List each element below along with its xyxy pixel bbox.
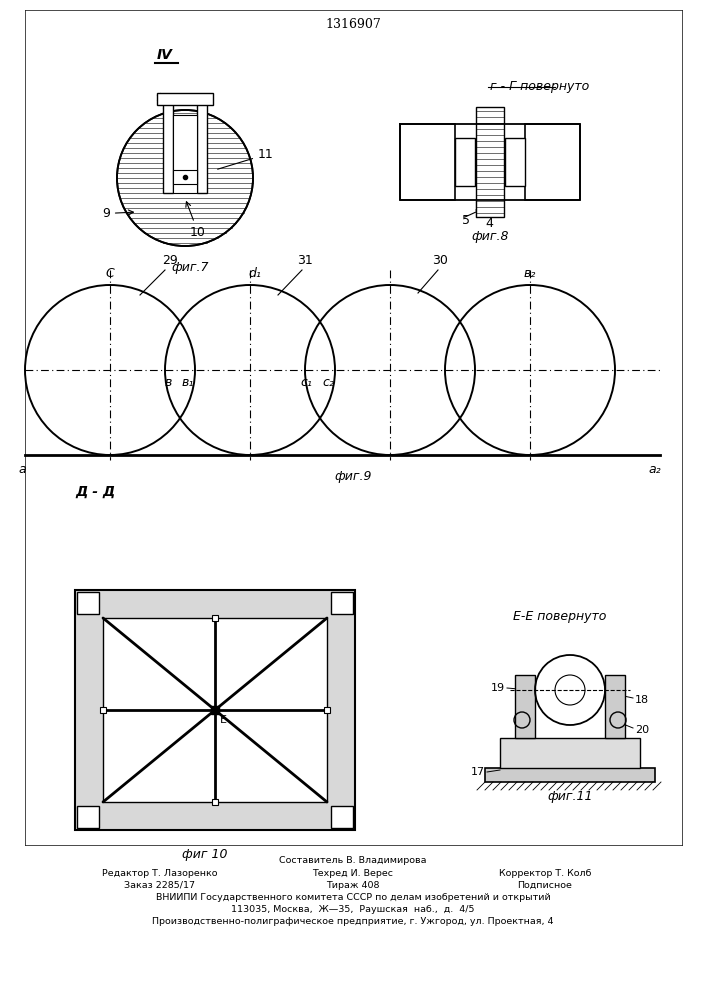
- Text: Подписное: Подписное: [518, 881, 573, 890]
- Text: C: C: [105, 267, 115, 280]
- Bar: [605, 675, 625, 738]
- Text: Корректор Т. Колб: Корректор Т. Колб: [499, 869, 591, 878]
- Text: 17: 17: [471, 767, 485, 777]
- Text: Заказ 2285/17: Заказ 2285/17: [124, 881, 196, 890]
- Text: г - Г повернуто: г - Г повернуто: [490, 80, 589, 93]
- Text: 10: 10: [186, 202, 206, 239]
- Bar: [163, 103, 173, 193]
- Text: 19: 19: [491, 683, 505, 693]
- Bar: [197, 103, 207, 193]
- Text: фиг.11: фиг.11: [547, 790, 592, 803]
- Text: Редактор Т. Лазоренко: Редактор Т. Лазоренко: [103, 869, 218, 878]
- Bar: [505, 138, 525, 186]
- Text: 113035, Москва,  Ж—35,  Раушская  наб.,  д.  4/5: 113035, Москва, Ж—35, Раушская наб., д. …: [231, 905, 474, 914]
- Bar: [173, 115, 197, 193]
- Text: a₂: a₂: [649, 463, 661, 476]
- Text: 18: 18: [635, 695, 649, 705]
- Text: IV: IV: [157, 48, 173, 62]
- Text: фиг.7: фиг.7: [171, 261, 209, 274]
- Text: Д - Д: Д - Д: [75, 485, 115, 499]
- Bar: [103, 618, 327, 802]
- Bar: [331, 806, 353, 828]
- Text: ВНИИПИ Государственного комитета СССР по делам изобретений и открытий: ВНИИПИ Государственного комитета СССР по…: [156, 893, 550, 902]
- Bar: [75, 590, 355, 830]
- Text: Составитель В. Владимирова: Составитель В. Владимирова: [279, 856, 427, 865]
- Bar: [157, 93, 213, 105]
- Text: 5: 5: [462, 214, 470, 227]
- Text: фиг.8: фиг.8: [472, 230, 509, 243]
- Text: Е-Е повернуто: Е-Е повернуто: [513, 610, 607, 623]
- Text: фиг.9: фиг.9: [334, 470, 372, 483]
- Text: Производственно-полиграфическое предприятие, г. Ужгород, ул. Проектная, 4: Производственно-полиграфическое предприя…: [152, 917, 554, 926]
- Text: a: a: [18, 463, 26, 476]
- Bar: [173, 170, 197, 184]
- Bar: [525, 124, 580, 200]
- Text: d₁: d₁: [249, 267, 262, 280]
- Text: c₁: c₁: [300, 376, 312, 389]
- Text: c₂: c₂: [322, 376, 334, 389]
- Text: 20: 20: [635, 725, 649, 735]
- Text: фиг 10: фиг 10: [182, 848, 228, 861]
- Bar: [77, 592, 99, 614]
- Bar: [485, 768, 655, 782]
- Bar: [500, 738, 640, 768]
- Circle shape: [117, 110, 253, 246]
- Text: 1316907: 1316907: [325, 18, 381, 31]
- Bar: [455, 138, 475, 186]
- Bar: [476, 107, 504, 217]
- Bar: [331, 592, 353, 614]
- Text: 9: 9: [102, 207, 134, 220]
- Bar: [77, 806, 99, 828]
- Text: Тираж 408: Тираж 408: [326, 881, 380, 890]
- Text: 29: 29: [162, 254, 178, 267]
- Text: 30: 30: [432, 254, 448, 267]
- Text: в₁: в₁: [182, 376, 194, 389]
- Text: Е: Е: [220, 715, 227, 725]
- Text: 31: 31: [297, 254, 313, 267]
- Bar: [515, 675, 535, 738]
- Text: в: в: [165, 376, 172, 389]
- Text: в₂: в₂: [524, 267, 536, 280]
- Bar: [400, 124, 455, 200]
- Text: 4: 4: [485, 217, 493, 230]
- Text: Техред И. Верес: Техред И. Верес: [312, 869, 394, 878]
- Text: 11: 11: [218, 148, 274, 169]
